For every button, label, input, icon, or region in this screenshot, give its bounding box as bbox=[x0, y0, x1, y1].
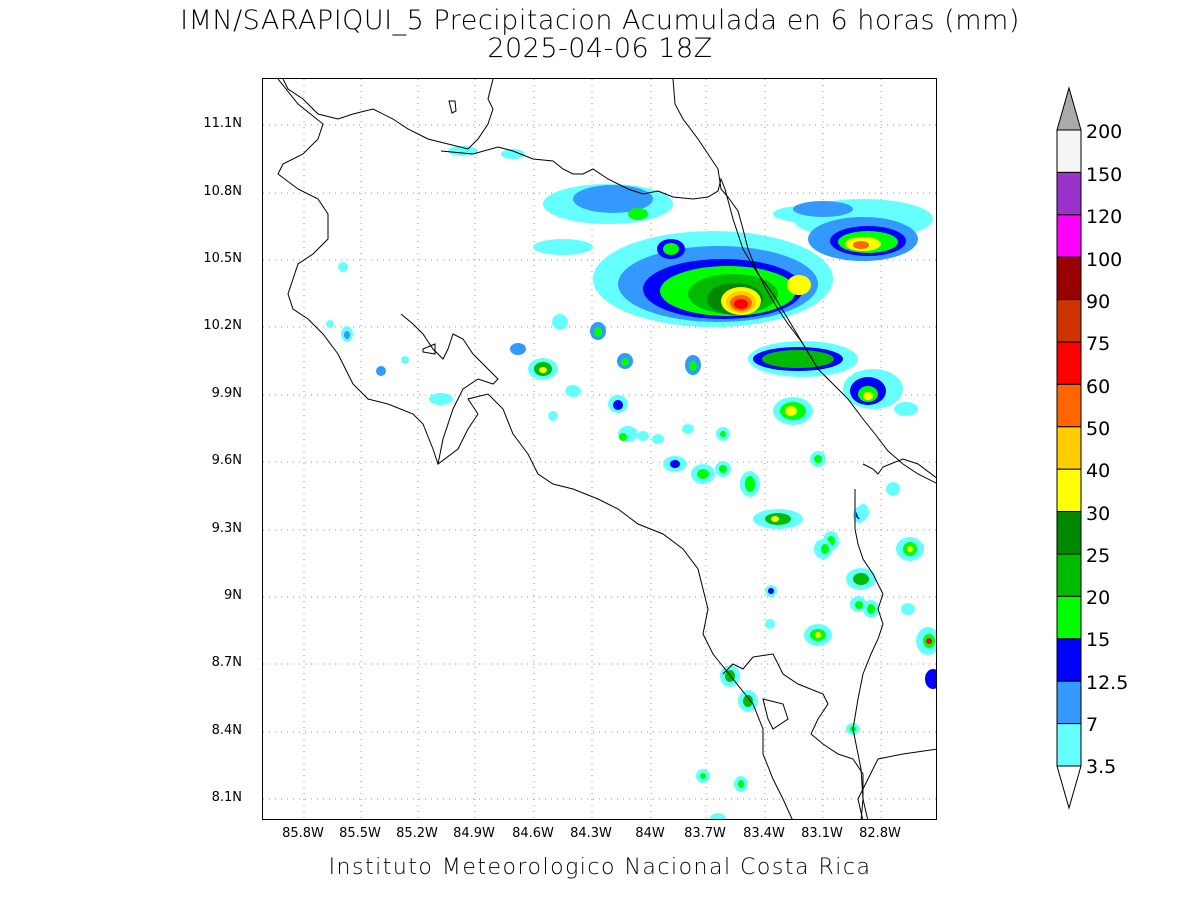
colorbar-swatch bbox=[1056, 129, 1082, 173]
colorbar-swatch bbox=[1056, 299, 1082, 343]
lon-label: 83.7W bbox=[684, 826, 726, 841]
colorbar-label: 40 bbox=[1086, 460, 1111, 482]
precipitation-map bbox=[262, 78, 937, 820]
colorbar-swatch bbox=[1056, 723, 1082, 767]
colorbar-label: 90 bbox=[1086, 291, 1111, 313]
colorbar-top-arrow bbox=[1056, 86, 1082, 131]
colorbar-swatch bbox=[1056, 171, 1082, 216]
colorbar-label: 12.5 bbox=[1086, 672, 1129, 694]
lon-label: 84.3W bbox=[570, 826, 612, 841]
lon-label: 85.8W bbox=[282, 826, 324, 841]
colorbar-swatches bbox=[1056, 86, 1082, 810]
lat-label: 10.8N bbox=[203, 184, 242, 199]
colorbar-swatch bbox=[1056, 595, 1082, 640]
colorbar-swatch bbox=[1056, 638, 1082, 682]
lon-label: 85.2W bbox=[396, 826, 438, 841]
colorbar-bottom-arrow bbox=[1056, 765, 1082, 810]
colorbar-label: 30 bbox=[1086, 503, 1111, 525]
lon-label: 83.1W bbox=[801, 826, 843, 841]
colorbar-label: 20 bbox=[1086, 587, 1111, 609]
colorbar-label: 60 bbox=[1086, 376, 1111, 398]
lat-label: 10.5N bbox=[203, 251, 242, 266]
convective-cells bbox=[326, 262, 936, 819]
lon-label: 84.9W bbox=[453, 826, 495, 841]
colorbar-label: 15 bbox=[1086, 629, 1111, 651]
graticule bbox=[263, 79, 936, 819]
lon-label: 83.4W bbox=[743, 826, 785, 841]
colorbar-label: 25 bbox=[1086, 545, 1111, 567]
colorbar bbox=[1040, 86, 1160, 810]
colorbar-swatch bbox=[1056, 553, 1082, 597]
colorbar-swatch bbox=[1056, 256, 1082, 301]
lat-label: 9.6N bbox=[211, 453, 242, 468]
lat-label: 9N bbox=[224, 588, 242, 603]
colorbar-label: 3.5 bbox=[1086, 756, 1117, 778]
lat-label: 8.1N bbox=[211, 790, 242, 805]
lat-label: 8.4N bbox=[211, 723, 242, 738]
lon-label: 84.6W bbox=[512, 826, 554, 841]
colorbar-label: 50 bbox=[1086, 418, 1111, 440]
coastline bbox=[277, 79, 936, 819]
national-border bbox=[440, 146, 936, 819]
colorbar-label: 120 bbox=[1086, 206, 1123, 228]
colorbar-label: 200 bbox=[1086, 121, 1123, 143]
footer-credit: Instituto Meteorologico Nacional Costa R… bbox=[328, 855, 872, 880]
map-date: 2025-04-06 18Z bbox=[487, 33, 713, 64]
colorbar-swatch bbox=[1056, 214, 1082, 258]
lat-label: 10.2N bbox=[203, 318, 242, 333]
lon-label: 85.5W bbox=[339, 826, 381, 841]
colorbar-swatch bbox=[1056, 468, 1082, 513]
lon-label: 82.8W bbox=[859, 826, 901, 841]
map-canvas bbox=[263, 79, 936, 819]
lat-label: 9.3N bbox=[211, 521, 242, 536]
lat-label: 11.1N bbox=[203, 116, 242, 131]
colorbar-swatch bbox=[1056, 341, 1082, 385]
lat-label: 9.9N bbox=[211, 386, 242, 401]
colorbar-swatch bbox=[1056, 383, 1082, 428]
colorbar-label: 100 bbox=[1086, 249, 1123, 271]
colorbar-label: 150 bbox=[1086, 164, 1123, 186]
colorbar-swatch bbox=[1056, 680, 1082, 725]
colorbar-swatch bbox=[1056, 426, 1082, 470]
precipitation-field bbox=[326, 146, 936, 819]
colorbar-label: 7 bbox=[1086, 714, 1099, 736]
colorbar-label: 75 bbox=[1086, 333, 1111, 355]
map-title: IMN/SARAPIQUI_5 Precipitacion Acumulada … bbox=[180, 5, 1020, 36]
colorbar-swatch bbox=[1056, 511, 1082, 555]
lon-label: 84W bbox=[635, 826, 665, 841]
lat-label: 8.7N bbox=[211, 655, 242, 670]
